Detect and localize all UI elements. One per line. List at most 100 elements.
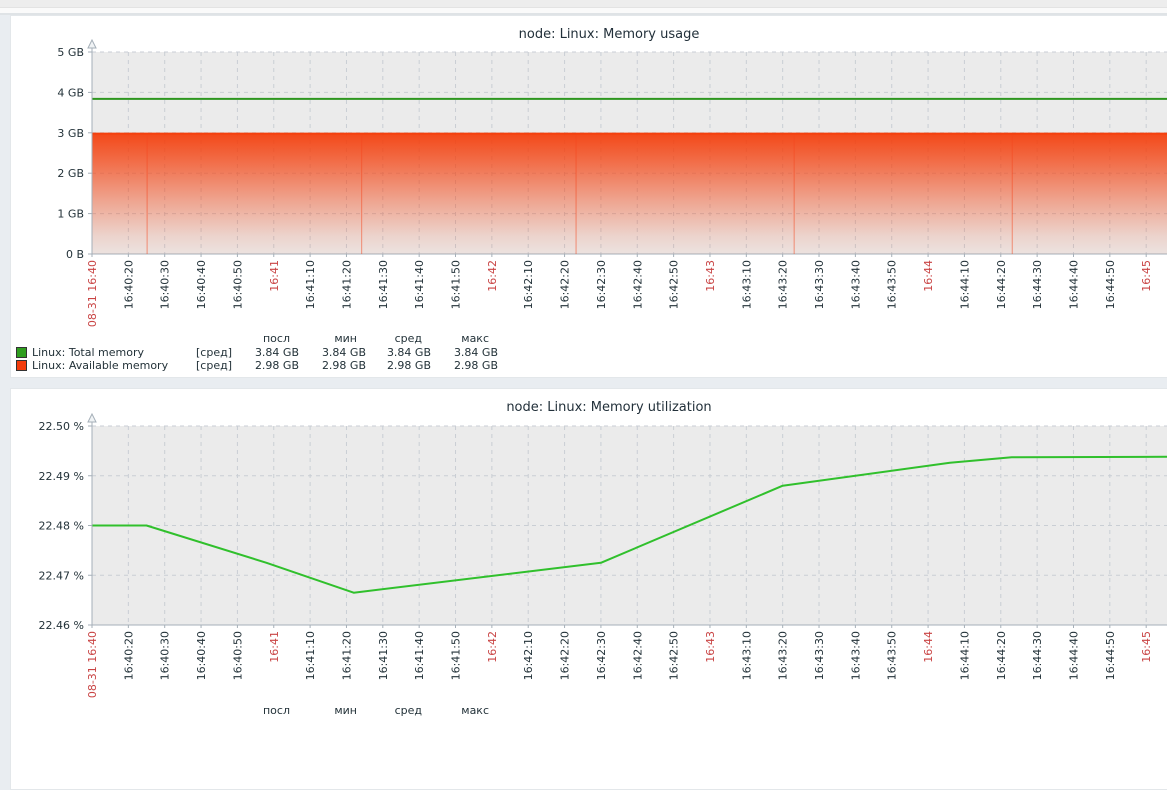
y-axis-arrow <box>87 38 97 49</box>
x-tick-label: 16:41:50 <box>450 631 463 680</box>
x-tick-label: 08-31 16:40 <box>86 260 99 327</box>
x-tick-label: 16:42:30 <box>595 260 608 309</box>
x-tick-label: 16:41:50 <box>450 260 463 309</box>
legend-header-avg: сред <box>394 332 422 345</box>
x-tick-label: 16:43 <box>704 631 717 663</box>
x-tick-label: 16:43:30 <box>813 260 826 309</box>
x-tick-label: 16:43:30 <box>813 631 826 680</box>
x-tick-label: 16:45 <box>1140 631 1153 663</box>
x-tick-label: 16:44:10 <box>958 260 971 309</box>
x-tick-label: 16:43:40 <box>849 260 862 309</box>
x-tick-label: 16:41:40 <box>413 260 426 309</box>
x-tick-label: 16:44:40 <box>1067 260 1080 309</box>
memory-usage-widget: node: Linux: Memory usage 08-31 16:40 16:… <box>10 15 1167 378</box>
series-function: [сред] <box>196 359 232 372</box>
x-tick-label: 16:44:30 <box>1031 260 1044 309</box>
value-max: 3.84 GB <box>453 346 498 359</box>
x-tick-label: 16:41:20 <box>340 631 353 680</box>
y-tick-label: 4 GB <box>57 86 84 99</box>
y-tick-label: 5 GB <box>57 46 84 59</box>
divider-line <box>0 13 1167 15</box>
x-tick-label: 16:40:30 <box>159 631 172 680</box>
x-tick-label: 16:45 <box>1140 260 1153 292</box>
y-tick-label: 22.50 % <box>39 420 84 433</box>
x-tick-label: 16:43:20 <box>777 631 790 680</box>
series-function: [сред] <box>196 346 232 359</box>
legend-header-min: мин <box>334 332 357 345</box>
secondary-bar <box>0 8 1167 13</box>
x-tick-label: 16:42:20 <box>559 631 572 680</box>
top-bar <box>0 0 1167 8</box>
series-name: Linux: Total memory <box>32 346 144 359</box>
x-tick-label: 16:41:10 <box>304 631 317 680</box>
series-name: Linux: Available memory <box>32 359 169 372</box>
memory-usage-plot[interactable]: 08-31 16:40 16:40:20 16:40:30 16:40:40 16:40… <box>11 16 1167 332</box>
x-tick-label: 16:43:10 <box>740 631 753 680</box>
x-tick-label: 16:44:40 <box>1067 631 1080 680</box>
area-seam <box>575 134 577 254</box>
x-tick-label: 16:44:20 <box>995 631 1008 680</box>
x-tick-label: 16:41 <box>268 631 281 663</box>
legend-row-available-memory: Linux: Available memory [сред] 2.98 GB 2… <box>11 359 1167 372</box>
value-max: 2.98 GB <box>453 359 498 372</box>
legend-header-row: посл мин сред макс <box>11 332 1167 345</box>
chart-title: node: Linux: Memory utilization <box>506 400 712 415</box>
x-tick-label: 16:43:40 <box>849 631 862 680</box>
x-tick-label: 16:42:40 <box>631 631 644 680</box>
x-tick-label: 16:44 <box>922 260 935 292</box>
series-swatch <box>16 360 27 371</box>
x-tick-label: 16:42:50 <box>668 260 681 309</box>
x-tick-label: 16:41:30 <box>377 631 390 680</box>
x-tick-label: 16:40:40 <box>195 631 208 680</box>
x-tick-label: 16:42 <box>486 260 499 292</box>
y-tick-label: 22.47 % <box>39 569 84 582</box>
series-swatch <box>16 347 27 358</box>
area-seam <box>146 134 148 254</box>
value-last: 2.98 GB <box>254 359 299 372</box>
y-tick-label: 0 B <box>66 248 84 261</box>
area-seam <box>793 134 795 254</box>
y-tick-label: 3 GB <box>57 127 84 140</box>
value-last: 3.84 GB <box>254 346 299 359</box>
x-tick-label: 16:42:10 <box>522 631 535 680</box>
x-tick-label: 16:40:50 <box>231 260 244 309</box>
x-tick-label: 16:42:20 <box>559 260 572 309</box>
y-tick-label: 22.48 % <box>39 520 84 533</box>
x-tick-label: 16:41 <box>268 260 281 292</box>
series-line <box>92 455 1167 594</box>
value-avg: 3.84 GB <box>386 346 431 359</box>
chart-title: node: Linux: Memory usage <box>518 27 700 42</box>
y-tick-label: 22.49 % <box>39 470 84 483</box>
x-tick-label: 16:40:20 <box>122 631 135 680</box>
x-tick-label: 16:40:30 <box>159 260 172 309</box>
x-tick-label: 16:44:20 <box>995 260 1008 309</box>
x-tick-label: 16:40:20 <box>122 260 135 309</box>
x-tick-label: 16:42:30 <box>595 631 608 680</box>
x-tick-label: 16:44 <box>922 631 935 663</box>
x-tick-label: 16:43:10 <box>740 260 753 309</box>
x-tick-label: 16:44:30 <box>1031 631 1044 680</box>
value-min: 3.84 GB <box>321 346 366 359</box>
x-tick-label: 16:44:50 <box>1104 631 1117 680</box>
y-tick-label: 1 GB <box>57 208 84 221</box>
legend: посл мин сред макс Linux: Total memory [… <box>11 332 1167 394</box>
x-tick-label: 16:41:20 <box>340 260 353 309</box>
y-axis-arrow <box>87 412 97 423</box>
x-tick-label: 16:43:50 <box>886 260 899 309</box>
x-tick-label: 16:44:50 <box>1104 260 1117 309</box>
value-avg: 2.98 GB <box>386 359 431 372</box>
area-seam <box>361 134 363 254</box>
x-tick-label: 16:41:10 <box>304 260 317 309</box>
x-tick-label: 16:42:50 <box>668 631 681 680</box>
memory-utilization-widget: node: Linux: Memory utilization 08-31 16… <box>10 388 1167 790</box>
memory-utilization-plot[interactable]: 08-31 16:40 16:40:20 16:40:30 16:40:40 16:40… <box>11 389 1167 703</box>
x-tick-label: 16:40:40 <box>195 260 208 309</box>
x-tick-label: 16:43:20 <box>777 260 790 309</box>
x-tick-label: 16:44:10 <box>958 631 971 680</box>
area-seam <box>1011 134 1013 254</box>
x-tick-label: 16:43 <box>704 260 717 292</box>
legend-header-last: посл <box>262 332 290 345</box>
x-tick-label: 16:41:30 <box>377 260 390 309</box>
legend-row-total-memory: Linux: Total memory [сред] 3.84 GB 3.84 … <box>11 346 1167 359</box>
